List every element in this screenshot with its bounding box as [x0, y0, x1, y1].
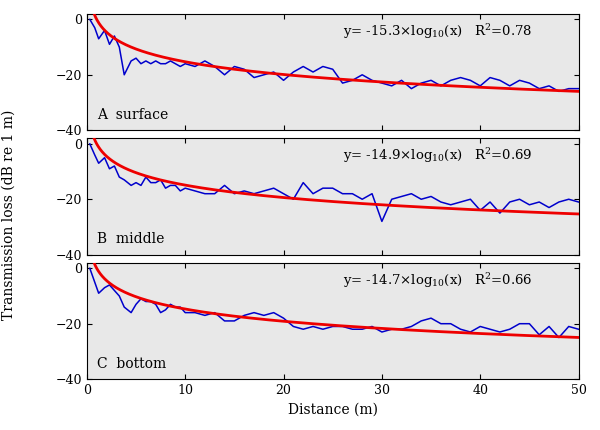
Text: B  middle: B middle	[97, 233, 164, 246]
Text: C  bottom: C bottom	[97, 357, 166, 371]
Text: y= -14.7$\times$log$_{10}$(x)   R$^2$=0.66: y= -14.7$\times$log$_{10}$(x) R$^2$=0.66	[343, 271, 532, 290]
Text: y= -14.9$\times$log$_{10}$(x)   R$^2$=0.69: y= -14.9$\times$log$_{10}$(x) R$^2$=0.69	[343, 147, 532, 166]
Text: A  surface: A surface	[97, 108, 168, 122]
Text: Transmission loss (dB re 1 m): Transmission loss (dB re 1 m)	[2, 110, 16, 320]
Text: y= -15.3$\times$log$_{10}$(x)   R$^2$=0.78: y= -15.3$\times$log$_{10}$(x) R$^2$=0.78	[343, 22, 532, 41]
X-axis label: Distance (m): Distance (m)	[288, 402, 378, 417]
